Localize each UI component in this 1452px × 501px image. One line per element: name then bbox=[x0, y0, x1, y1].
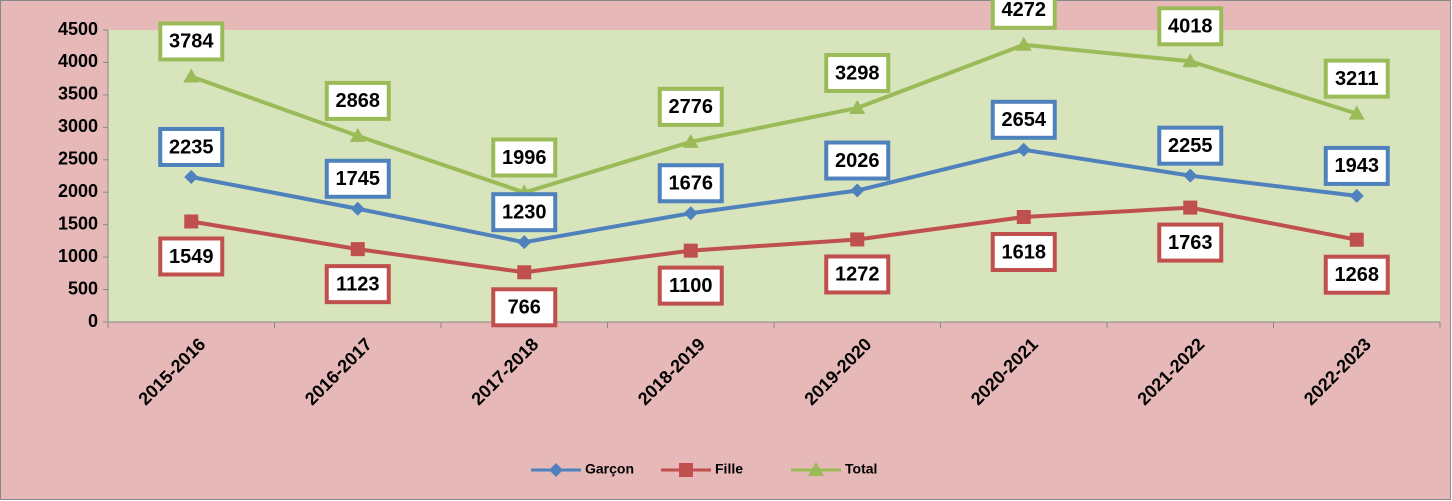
marker bbox=[517, 235, 532, 250]
marker bbox=[184, 214, 199, 229]
y-tick-label: 1500 bbox=[58, 213, 98, 233]
data-label: 1618 bbox=[1002, 241, 1047, 263]
data-label: 1230 bbox=[502, 201, 547, 223]
data-label: 1676 bbox=[669, 173, 714, 195]
marker bbox=[679, 463, 693, 477]
data-label: 3784 bbox=[169, 31, 214, 53]
data-label: 1549 bbox=[169, 246, 214, 268]
marker bbox=[683, 243, 698, 258]
data-label-box bbox=[990, 232, 1057, 273]
plot-area bbox=[108, 30, 1440, 322]
marker bbox=[808, 462, 824, 476]
data-label: 1745 bbox=[336, 168, 381, 190]
data-label-box bbox=[990, 0, 1057, 30]
y-tick-label: 4500 bbox=[58, 19, 98, 39]
marker bbox=[850, 232, 865, 247]
marker bbox=[1183, 200, 1198, 215]
y-tick-label: 500 bbox=[68, 278, 98, 298]
legend-label: Fille bbox=[715, 461, 743, 477]
data-label-box bbox=[491, 192, 558, 233]
data-label-box bbox=[824, 140, 891, 181]
data-label-box bbox=[324, 158, 391, 199]
data-label: 1272 bbox=[835, 264, 880, 286]
y-tick-label: 0 bbox=[88, 311, 98, 331]
data-label-box bbox=[324, 264, 391, 305]
data-label-box bbox=[491, 137, 558, 178]
y-tick-label: 4000 bbox=[58, 51, 98, 71]
data-label-box bbox=[1157, 222, 1224, 263]
data-label: 4018 bbox=[1168, 16, 1213, 38]
data-label: 2776 bbox=[669, 96, 714, 118]
marker bbox=[517, 265, 532, 280]
data-label: 2235 bbox=[169, 136, 214, 158]
marker bbox=[1183, 168, 1198, 183]
series-line bbox=[190, 205, 1358, 275]
data-label-box bbox=[990, 99, 1057, 140]
marker bbox=[350, 242, 365, 257]
data-label-box bbox=[158, 236, 225, 277]
marker bbox=[682, 133, 699, 148]
marker bbox=[1348, 105, 1365, 120]
data-label-box bbox=[158, 126, 225, 167]
data-label-box bbox=[158, 21, 225, 62]
y-tick-label: 2000 bbox=[58, 181, 98, 201]
data-label-box bbox=[491, 287, 558, 328]
marker bbox=[1016, 142, 1031, 157]
marker bbox=[1349, 188, 1364, 203]
marker bbox=[1182, 53, 1199, 68]
data-label-box bbox=[1323, 58, 1390, 99]
marker bbox=[1015, 36, 1032, 51]
data-label-box bbox=[824, 254, 891, 295]
legend-label: Garçon bbox=[585, 461, 634, 477]
data-label: 1123 bbox=[336, 273, 379, 295]
marker bbox=[683, 206, 698, 221]
legend-label: Total bbox=[845, 461, 877, 477]
data-label-box bbox=[657, 265, 724, 306]
data-label: 1763 bbox=[1168, 232, 1213, 254]
data-label-box bbox=[324, 80, 391, 121]
marker bbox=[184, 169, 199, 184]
marker bbox=[549, 463, 563, 477]
marker bbox=[1349, 232, 1364, 247]
data-label-box bbox=[1157, 6, 1224, 47]
data-label: 1100 bbox=[669, 275, 712, 297]
marker bbox=[850, 183, 865, 198]
data-label: 3211 bbox=[1335, 68, 1378, 90]
series-line bbox=[190, 147, 1357, 245]
y-tick-label: 2500 bbox=[58, 149, 98, 169]
data-label: 766 bbox=[508, 297, 541, 319]
data-label: 1943 bbox=[1335, 155, 1380, 177]
data-label: 1996 bbox=[502, 147, 547, 169]
data-label-box bbox=[1323, 145, 1390, 186]
y-tick-label: 1000 bbox=[58, 246, 98, 266]
data-label: 1268 bbox=[1335, 264, 1380, 286]
data-label: 4272 bbox=[1002, 0, 1047, 21]
data-label: 2868 bbox=[336, 90, 381, 112]
data-label: 2654 bbox=[1002, 109, 1047, 131]
data-label-box bbox=[1157, 125, 1224, 166]
series-line bbox=[190, 42, 1358, 195]
marker bbox=[1016, 210, 1031, 225]
data-label-box bbox=[657, 86, 724, 127]
y-tick-label: 3000 bbox=[58, 116, 98, 136]
marker bbox=[849, 99, 866, 114]
data-label: 2255 bbox=[1168, 135, 1213, 157]
y-tick-label: 3500 bbox=[58, 84, 98, 104]
marker bbox=[349, 127, 366, 142]
marker bbox=[350, 201, 365, 216]
data-label-box bbox=[657, 163, 724, 204]
data-label-box bbox=[824, 52, 891, 93]
data-label: 3298 bbox=[835, 62, 880, 84]
marker bbox=[183, 68, 200, 83]
data-label: 2026 bbox=[835, 150, 880, 172]
data-label-box bbox=[1323, 254, 1390, 295]
